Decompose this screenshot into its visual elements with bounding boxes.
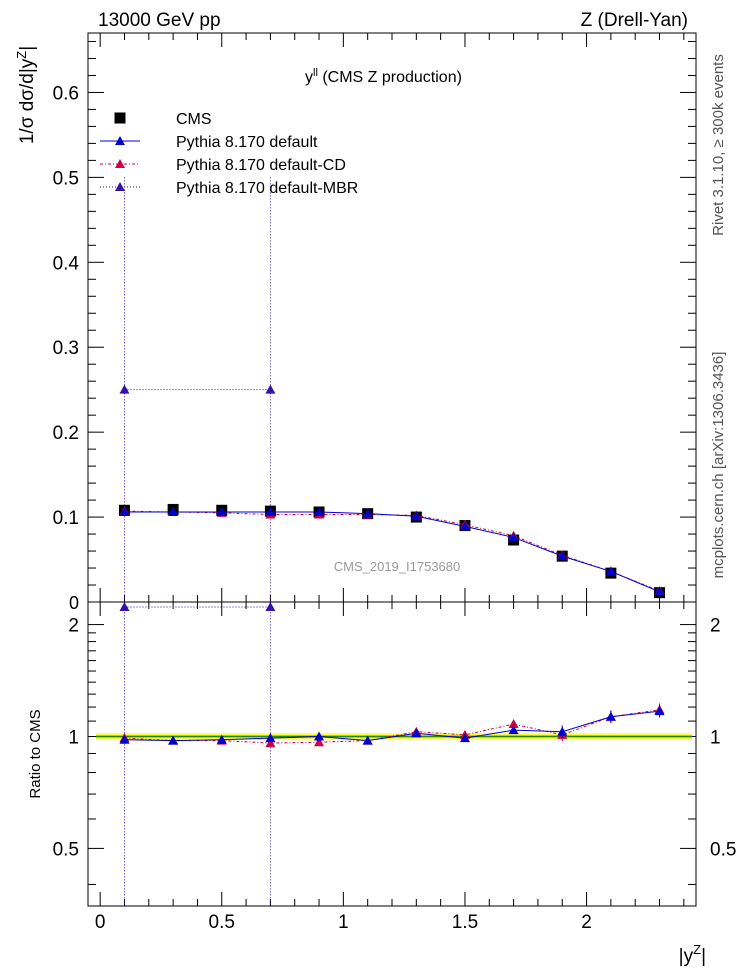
y-tick-label: 0.1: [53, 508, 79, 529]
series-point-main: [508, 532, 519, 542]
ratio-tick-label-left: 0.5: [53, 839, 79, 860]
series-point-main: [168, 506, 179, 516]
y-tick-label: 0.5: [53, 168, 79, 189]
series-point-ratio: [216, 734, 227, 744]
series-point-main: [557, 551, 568, 561]
legend-marker-cms: [114, 112, 126, 124]
ratio-tick-label-right: 1: [710, 727, 721, 748]
series-point-main: [459, 521, 470, 531]
x-tick-label: 1: [338, 912, 349, 933]
mcplots-label: mcplots.cern.ch [arXiv:1306.3436]: [710, 352, 727, 579]
series-line-ratio: [124, 710, 660, 742]
series-point-ratio: [265, 733, 276, 743]
series-point-ratio: [508, 725, 519, 735]
mbr-point-main: [265, 384, 276, 394]
analysis-watermark: CMS_2019_I1753680: [334, 559, 461, 574]
ratio-panel-frame: [87, 601, 697, 907]
y-tick-label: 0.6: [53, 83, 79, 104]
legend-marker: [115, 182, 125, 191]
mbr-point-ratio: [119, 601, 130, 611]
series-line-ratio: [124, 709, 660, 744]
ratio-tick-label-right: 2: [710, 616, 721, 637]
ratio-tick-label-right: 0.5: [710, 839, 736, 860]
mbr-point-ratio: [265, 601, 276, 611]
x-tick-label: 1.5: [452, 912, 478, 933]
y-tick-label-zero: 0: [69, 593, 79, 613]
series-point-main: [362, 508, 373, 518]
legend-entry: Pythia 8.170 default-CD: [176, 157, 346, 174]
y-tick-label: 0.4: [53, 253, 80, 274]
series-point-ratio: [411, 728, 422, 738]
header-right: Z (Drell-Yan): [581, 10, 688, 31]
data-series: [118, 177, 666, 906]
legend-marker: [115, 136, 125, 145]
series-point-main: [605, 566, 616, 576]
series-point-main: [411, 511, 422, 521]
legend-entry: Pythia 8.170 default: [176, 134, 318, 151]
series-point-ratio: [605, 711, 616, 721]
y-axis-label: 1/σ dσ/d|yZ|: [14, 46, 38, 144]
series-line-main: [124, 511, 660, 593]
series-point-main: [314, 506, 325, 516]
series-point-ratio: [654, 706, 665, 716]
legend-entry: CMS: [176, 111, 212, 128]
x-tick-label: 0.5: [209, 912, 235, 933]
mbr-point-main: [119, 384, 130, 394]
series-point-ratio: [168, 735, 179, 745]
series-point-ratio: [459, 733, 470, 743]
ratio-tick-label-left: 2: [68, 616, 79, 637]
series-line-main: [124, 510, 660, 592]
series-point-main: [216, 506, 227, 516]
series-point-ratio: [314, 737, 325, 747]
legend-entry: Pythia 8.170 default-MBR: [176, 180, 358, 197]
series-point-ratio: [314, 731, 325, 741]
x-axis-label: |yZ|: [679, 942, 706, 967]
y-tick-label: 0.2: [53, 423, 79, 444]
series-point-ratio: [265, 738, 276, 748]
series-point-main: [265, 506, 276, 516]
series-point-ratio: [508, 719, 519, 729]
header-left: 13000 GeV pp: [98, 10, 221, 31]
plot-title: yll (CMS Z production): [305, 67, 462, 86]
series-point-main: [119, 506, 130, 516]
series-point-ratio: [119, 734, 130, 744]
x-tick-label: 0: [95, 912, 106, 933]
legend: CMS Pythia 8.170 default Pythia 8.170 defa…: [100, 111, 358, 197]
ratio-y-axis-label: Ratio to CMS: [27, 709, 44, 798]
series-point-main: [654, 586, 665, 596]
series-point-ratio: [362, 735, 373, 745]
legend-marker: [115, 159, 125, 168]
series-point-ratio: [557, 726, 568, 736]
rivet-label: Rivet 3.1.10, ≥ 300k events: [710, 54, 727, 236]
y-tick-label: 0.3: [53, 338, 79, 359]
ratio-tick-label-left: 1: [68, 727, 79, 748]
axis-ticks: 0 0.5 1 1.5 2 0.1 0.2 0.3 0.4 0.5 0.6 0.5 0.5 1 1 2 2: [53, 33, 736, 933]
x-tick-label: 2: [581, 912, 592, 933]
